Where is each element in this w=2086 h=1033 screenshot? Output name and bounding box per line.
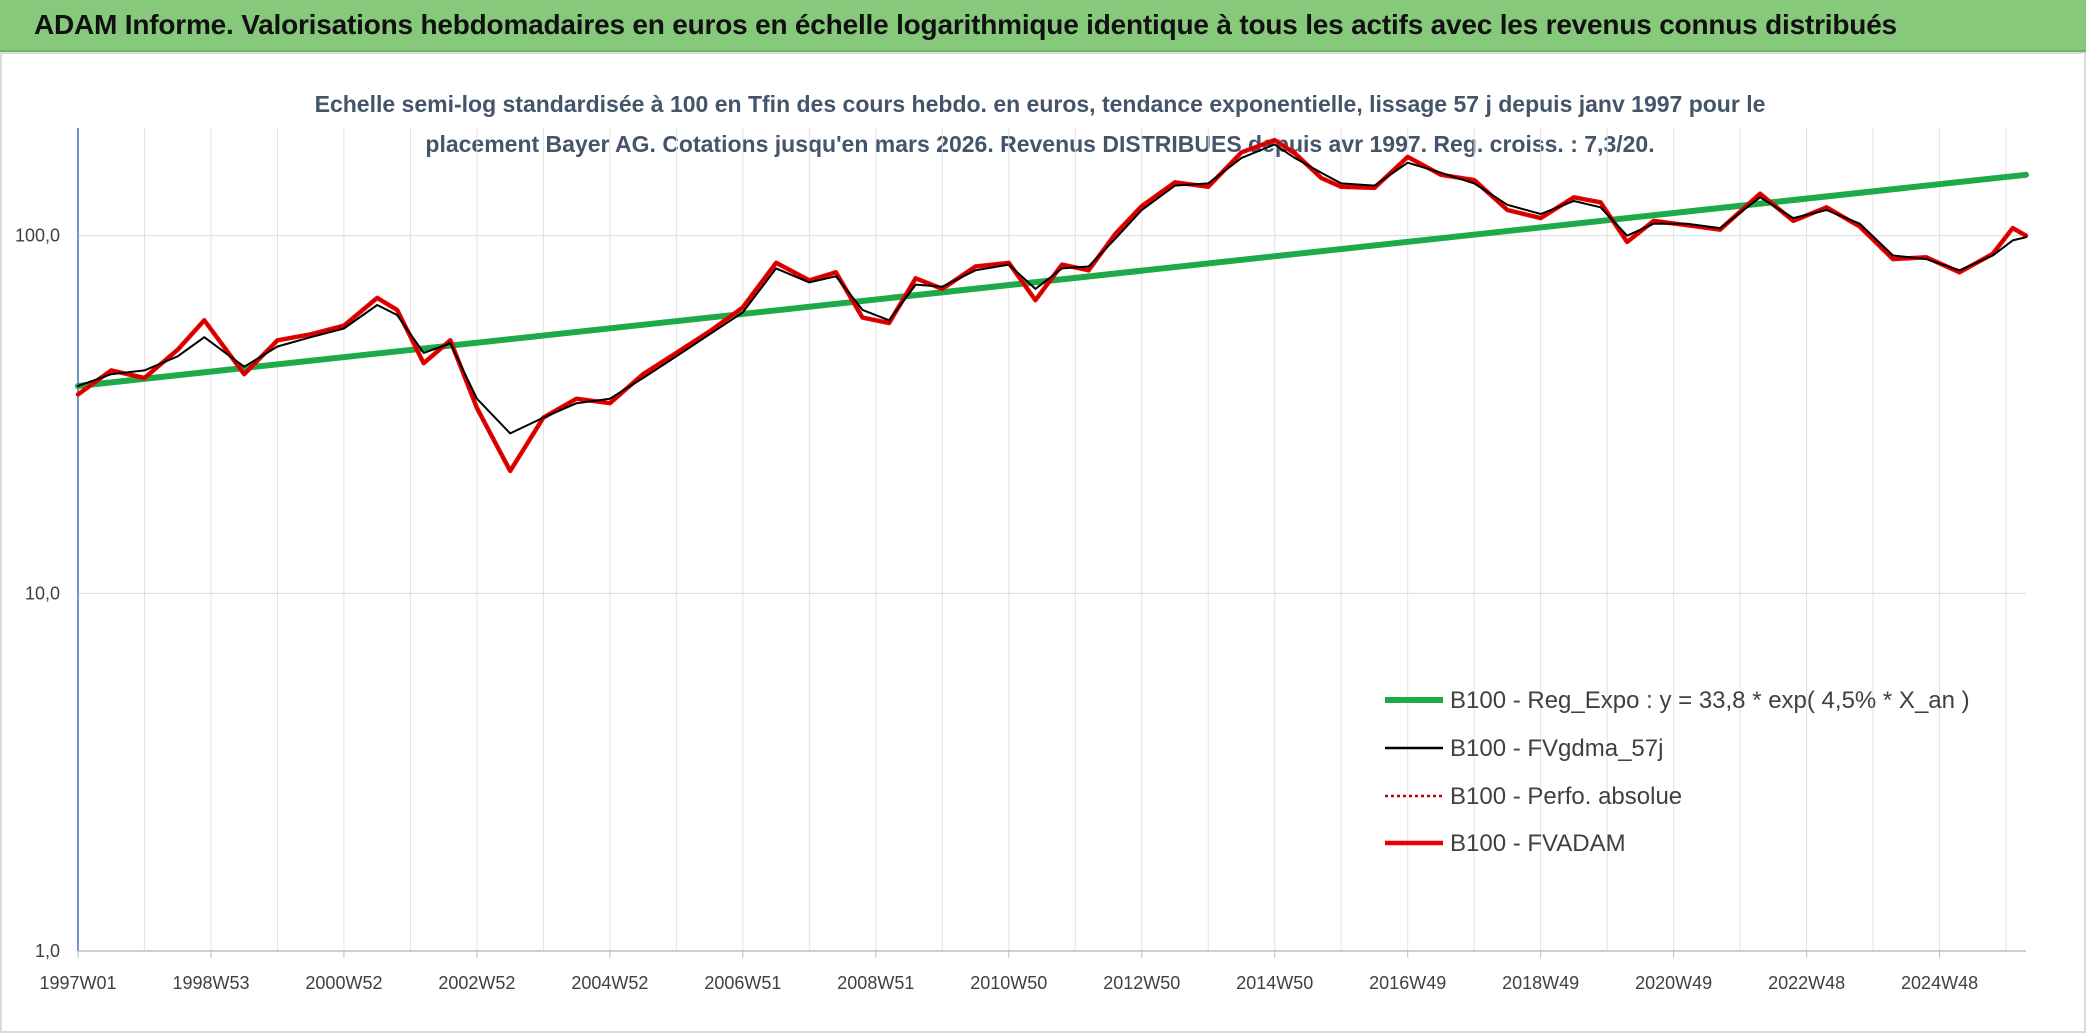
legend-label-2: B100 - Perfo. absolue [1450, 783, 1682, 810]
subtitle-line-1: Echelle semi-log standardisée à 100 en T… [315, 91, 1766, 117]
report-title: ADAM Informe. Valorisations hebdomadaire… [34, 9, 1897, 40]
legend-label-0: B100 - Reg_Expo : y = 33,8 * exp( 4,5% *… [1450, 687, 1970, 714]
x-tick-label: 2000W52 [305, 973, 382, 993]
legend-label-3: B100 - FVADAM [1450, 830, 1626, 857]
x-tick-label: 1997W01 [39, 973, 116, 993]
x-tick-label: 1998W53 [172, 973, 249, 993]
chart-subtitle: Echelle semi-log standardisée à 100 en T… [315, 91, 1766, 157]
x-tick-label: 2018W49 [1502, 973, 1579, 993]
axes: 1,0 10,0 100,0 1997W01 1998W53 2000W52 2002W52… [15, 128, 2026, 993]
x-tick-label: 2016W49 [1369, 973, 1446, 993]
x-tick-label: 2002W52 [438, 973, 515, 993]
series [75, 137, 2029, 474]
series-line-2 [77, 139, 2027, 472]
subtitle-line-2: placement Bayer AG. Cotations jusqu'en m… [425, 131, 1654, 157]
y-tick-label: 100,0 [15, 226, 60, 246]
grid [77, 128, 2026, 952]
x-tick-label: 2004W52 [571, 973, 648, 993]
x-tick-label: 2008W51 [837, 973, 914, 993]
series-line-1 [77, 143, 2027, 435]
x-tick-label: 2014W50 [1236, 973, 1313, 993]
x-tick-label: 2012W50 [1103, 973, 1180, 993]
series-line-3 [75, 137, 2029, 474]
x-tick-label: 2022W48 [1768, 973, 1845, 993]
legend-label-1: B100 - FVgdma_57j [1450, 735, 1663, 762]
x-tick-label: 2024W48 [1901, 973, 1978, 993]
x-tick-label: 2010W50 [970, 973, 1047, 993]
x-tick-label: 2006W51 [704, 973, 781, 993]
legend: B100 - Reg_Expo : y = 33,8 * exp( 4,5% *… [1385, 687, 1970, 857]
y-tick-label: 1,0 [35, 941, 60, 961]
y-tick-label: 10,0 [25, 583, 60, 603]
x-tick-label: 2020W49 [1635, 973, 1712, 993]
report-header: ADAM Informe. Valorisations hebdomadaire… [0, 0, 2086, 52]
